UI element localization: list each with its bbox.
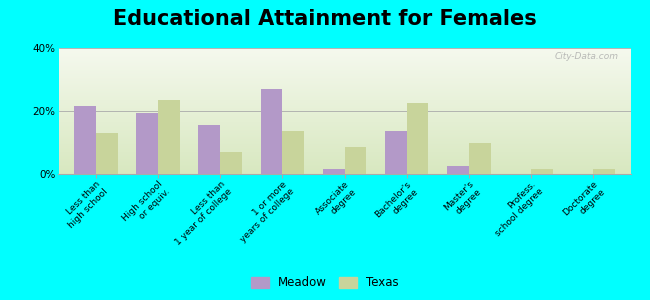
Bar — [261, 89, 282, 174]
Legend: Meadow, Texas: Meadow, Texas — [246, 272, 404, 294]
Bar — [469, 142, 491, 174]
Bar — [96, 133, 118, 174]
Bar — [74, 106, 96, 174]
Bar — [323, 169, 345, 174]
Bar — [593, 169, 615, 174]
Bar — [220, 152, 242, 174]
Text: City-Data.com: City-Data.com — [555, 52, 619, 61]
Bar — [282, 131, 304, 174]
Bar — [385, 131, 407, 174]
Bar — [136, 112, 158, 174]
Bar — [531, 169, 552, 174]
Bar — [198, 125, 220, 174]
Bar — [447, 166, 469, 174]
Bar — [158, 100, 180, 174]
Bar — [344, 147, 366, 174]
Text: Educational Attainment for Females: Educational Attainment for Females — [113, 9, 537, 29]
Bar — [407, 103, 428, 174]
